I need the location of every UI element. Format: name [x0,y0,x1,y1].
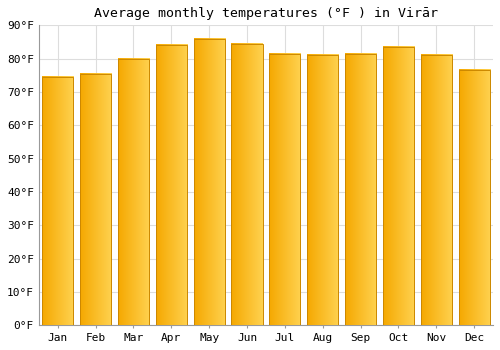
Bar [383,47,414,326]
Bar [307,55,338,326]
Bar [458,70,490,326]
Bar [42,77,74,326]
Bar [270,54,300,326]
Bar [80,74,111,326]
Bar [345,54,376,326]
Bar [421,55,452,326]
Title: Average monthly temperatures (°F ) in Virār: Average monthly temperatures (°F ) in Vi… [94,7,438,20]
Bar [194,38,224,326]
Bar [156,45,187,326]
Bar [232,44,262,326]
Bar [118,59,149,326]
